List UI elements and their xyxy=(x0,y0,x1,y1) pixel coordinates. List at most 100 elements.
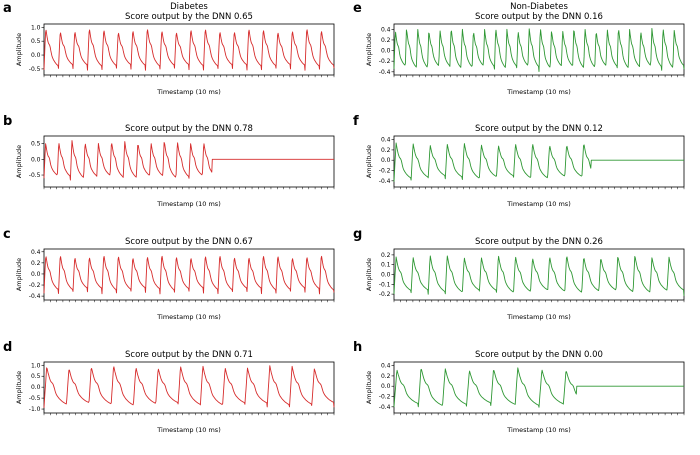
column-header: Diabetes xyxy=(170,2,208,12)
y-tick-label: 0.4 xyxy=(381,137,391,144)
plot-title: Score output by the DNN 0.00 xyxy=(475,350,603,360)
y-tick-label: 0.5 xyxy=(31,141,41,148)
y-tick-label: -0.1 xyxy=(379,281,391,288)
plot-title: Score output by the DNN 0.65 xyxy=(125,12,253,22)
y-tick-label: 0.2 xyxy=(31,260,41,267)
waveform-plot: 1.0 0.5 0.0 -0.5 -1.0 Amplitude xyxy=(15,361,335,416)
waveform-line xyxy=(393,255,685,296)
y-tick-label: 0.5 xyxy=(31,38,41,45)
panel-f: f Score output by the DNN 0.12 0.4 0.2 0.0… xyxy=(350,113,700,226)
waveform-line xyxy=(393,367,684,408)
waveform-plot: 0.4 0.2 0.0 -0.2 -0.4 Amplitude xyxy=(365,23,685,78)
waveform-line xyxy=(393,142,684,182)
panel-inner: Score output by the DNN 0.78 0.5 0.0 -0.5 A… xyxy=(14,124,350,208)
y-tick-label: -0.2 xyxy=(379,58,391,65)
y-tick-label: -0.5 xyxy=(29,66,41,73)
x-axis-label: Timestamp (10 ms) xyxy=(157,200,221,208)
waveform-plot: 0.4 0.2 0.0 -0.2 -0.4 Amplitude xyxy=(365,361,685,416)
y-tick-label: 1.0 xyxy=(31,362,41,369)
panel-letter: h xyxy=(353,340,363,355)
y-tick-label: -0.2 xyxy=(379,168,391,175)
panel-inner: Diabetes Score output by the DNN 0.65 1.… xyxy=(14,2,350,96)
y-tick-label: 0.0 xyxy=(381,48,391,55)
y-tick-label: 0.2 xyxy=(381,147,391,154)
panel-letter: b xyxy=(3,114,13,129)
panel-g: g Score output by the DNN 0.26 0.2 0.1 0.0… xyxy=(350,226,700,339)
y-tick-label: 0.0 xyxy=(31,156,41,163)
y-axis-label: Amplitude xyxy=(365,258,373,291)
plot-frame xyxy=(43,135,335,188)
waveform-line xyxy=(43,365,335,408)
y-tick-label: 0.2 xyxy=(381,37,391,44)
x-axis-label: Timestamp (10 ms) xyxy=(507,88,571,96)
panel-letter: f xyxy=(353,114,359,129)
waveform-plot: 0.4 0.2 0.0 -0.2 -0.4 Amplitude xyxy=(15,248,335,303)
y-tick-label: -1.0 xyxy=(29,406,41,413)
y-axis-label: Amplitude xyxy=(15,145,23,178)
y-tick-label: -0.2 xyxy=(379,291,391,298)
panel-inner: Score output by the DNN 0.71 1.0 0.5 0.0 -0… xyxy=(14,350,350,434)
y-tick-label: -0.5 xyxy=(29,172,41,179)
y-tick-label: 0.4 xyxy=(381,26,391,33)
panel-inner: Score output by the DNN 0.00 0.4 0.2 0.0 -0… xyxy=(364,350,700,434)
plot-title: Score output by the DNN 0.16 xyxy=(475,12,603,22)
panel-letter: e xyxy=(353,1,362,16)
y-tick-label: -0.5 xyxy=(29,395,41,402)
waveform-line xyxy=(43,140,334,181)
waveform-plot: 0.5 0.0 -0.5 Amplitude xyxy=(15,135,335,190)
waveform-plot: 0.4 0.2 0.0 -0.2 -0.4 Amplitude xyxy=(365,135,685,190)
y-tick-label: 0.4 xyxy=(31,249,41,256)
y-tick-label: 0.0 xyxy=(381,272,391,279)
x-axis-label: Timestamp (10 ms) xyxy=(507,200,571,208)
non-diabetes-column: e Non-Diabetes Score output by the DNN 0… xyxy=(350,0,700,452)
panel-c: c Score output by the DNN 0.67 0.4 0.2 0.0… xyxy=(0,226,350,339)
y-axis-label: Amplitude xyxy=(365,145,373,178)
x-axis-label: Timestamp (10 ms) xyxy=(157,426,221,434)
panel-e: e Non-Diabetes Score output by the DNN 0… xyxy=(350,0,700,113)
y-tick-label: 0.4 xyxy=(381,363,391,370)
diabetes-column: a Diabetes Score output by the DNN 0.65 … xyxy=(0,0,350,452)
x-axis-label: Timestamp (10 ms) xyxy=(507,426,571,434)
panel-letter: d xyxy=(3,340,13,355)
waveform-line xyxy=(43,255,335,295)
plot-title: Score output by the DNN 0.67 xyxy=(125,237,253,247)
y-axis-label: Amplitude xyxy=(15,371,23,404)
panel-letter: a xyxy=(3,1,12,16)
y-axis-label: Amplitude xyxy=(15,33,23,66)
waveform-line xyxy=(43,29,335,71)
y-tick-label: 0.2 xyxy=(381,373,391,380)
y-tick-label: -0.4 xyxy=(379,404,391,411)
y-tick-label: 0.0 xyxy=(31,52,41,59)
plot-frame xyxy=(393,135,685,188)
y-axis-label: Amplitude xyxy=(365,371,373,404)
y-tick-label: 0.0 xyxy=(31,384,41,391)
plot-title: Score output by the DNN 0.71 xyxy=(125,350,253,360)
y-axis-label: Amplitude xyxy=(365,33,373,66)
panel-inner: Score output by the DNN 0.26 0.2 0.1 0.0 -0… xyxy=(364,237,700,321)
plot-title: Score output by the DNN 0.78 xyxy=(125,124,253,134)
panel-inner: Non-Diabetes Score output by the DNN 0.1… xyxy=(364,2,700,96)
panel-letter: c xyxy=(3,227,11,242)
y-tick-label: -0.4 xyxy=(29,293,41,300)
y-tick-label: -0.2 xyxy=(379,394,391,401)
plot-title: Score output by the DNN 0.12 xyxy=(475,124,603,134)
panel-a: a Diabetes Score output by the DNN 0.65 … xyxy=(0,0,350,113)
panel-inner: Score output by the DNN 0.12 0.4 0.2 0.0 -0… xyxy=(364,124,700,208)
waveform-plot: 0.2 0.1 0.0 -0.1 -0.2 Amplitude xyxy=(365,248,685,303)
y-tick-label: -0.4 xyxy=(379,69,391,76)
panel-d: d Score output by the DNN 0.71 1.0 0.5 0.0… xyxy=(0,339,350,452)
x-axis-label: Timestamp (10 ms) xyxy=(507,313,571,321)
y-tick-label: 0.5 xyxy=(31,373,41,380)
panel-inner: Score output by the DNN 0.67 0.4 0.2 0.0 -0… xyxy=(14,237,350,321)
y-tick-label: 0.1 xyxy=(381,262,391,269)
y-tick-label: 0.0 xyxy=(381,157,391,164)
waveform-plot: 1.0 0.5 0.0 -0.5 Amplitude xyxy=(15,23,335,78)
y-tick-label: -0.4 xyxy=(379,178,391,185)
plot-title: Score output by the DNN 0.26 xyxy=(475,237,603,247)
waveform-line xyxy=(393,27,685,72)
x-axis-label: Timestamp (10 ms) xyxy=(157,313,221,321)
y-axis-label: Amplitude xyxy=(15,258,23,291)
y-tick-label: 1.0 xyxy=(31,24,41,31)
y-tick-label: -0.2 xyxy=(29,282,41,289)
